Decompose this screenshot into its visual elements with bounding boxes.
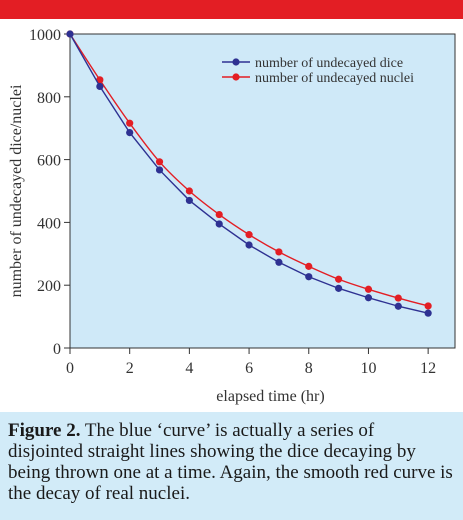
data-point bbox=[66, 30, 74, 38]
data-point bbox=[394, 302, 402, 310]
plot-frame bbox=[69, 33, 456, 349]
data-point bbox=[424, 309, 432, 317]
x-tick-label: 0 bbox=[66, 360, 74, 377]
legend-marker bbox=[232, 58, 240, 66]
data-point bbox=[96, 76, 104, 84]
chart-panel: number of undecayed dice/nuclei elapsed … bbox=[0, 19, 463, 412]
figure-caption: Figure 2. The blue ‘curve’ is actually a… bbox=[0, 412, 463, 520]
data-point bbox=[305, 273, 313, 281]
x-tick-label: 12 bbox=[420, 360, 436, 377]
y-axis-label-group: number of undecayed dice/nuclei bbox=[8, 84, 25, 297]
data-point bbox=[96, 82, 104, 91]
y-tick-label: 1000 bbox=[29, 27, 61, 44]
data-point bbox=[275, 248, 283, 256]
data-point bbox=[155, 166, 164, 174]
data-point bbox=[185, 196, 193, 205]
top-accent-bar bbox=[0, 0, 463, 19]
data-point bbox=[245, 231, 253, 239]
caption-lead: Figure 2. bbox=[8, 420, 81, 441]
data-point bbox=[305, 262, 313, 270]
data-point bbox=[155, 158, 164, 166]
caption-text: The blue ‘curve’ is actually a series of… bbox=[8, 420, 453, 504]
data-point bbox=[185, 187, 193, 195]
y-tick-label: 0 bbox=[53, 341, 61, 358]
data-point bbox=[424, 302, 432, 310]
y-tick-label: 800 bbox=[37, 90, 61, 107]
x-tick-label: 2 bbox=[126, 360, 134, 377]
x-tick-label: 4 bbox=[185, 360, 193, 377]
x-axis-label: elapsed time (hr) bbox=[216, 388, 324, 405]
data-point bbox=[126, 119, 134, 127]
data-point bbox=[245, 241, 253, 249]
y-tick-label: 200 bbox=[37, 278, 61, 295]
data-point bbox=[335, 275, 343, 283]
data-point bbox=[275, 258, 283, 266]
data-point bbox=[126, 128, 134, 137]
legend-marker bbox=[232, 73, 240, 81]
data-point bbox=[364, 285, 373, 293]
y-tick-label: 600 bbox=[37, 153, 61, 170]
data-point bbox=[394, 294, 402, 302]
y-tick-label: 400 bbox=[37, 215, 61, 232]
x-tick-label: 8 bbox=[305, 360, 313, 377]
legend-label: number of undecayed nuclei bbox=[255, 71, 414, 86]
x-tick-label: 10 bbox=[360, 360, 376, 377]
data-point bbox=[335, 284, 343, 292]
data-point bbox=[215, 210, 223, 219]
data-point bbox=[215, 220, 223, 228]
legend-label: number of undecayed dice bbox=[255, 56, 403, 71]
y-axis-label: number of undecayed dice/nuclei bbox=[8, 84, 25, 297]
x-tick-label: 6 bbox=[245, 360, 253, 377]
data-point bbox=[364, 294, 373, 302]
decay-chart: number of undecayed dice/nuclei elapsed … bbox=[8, 27, 456, 405]
